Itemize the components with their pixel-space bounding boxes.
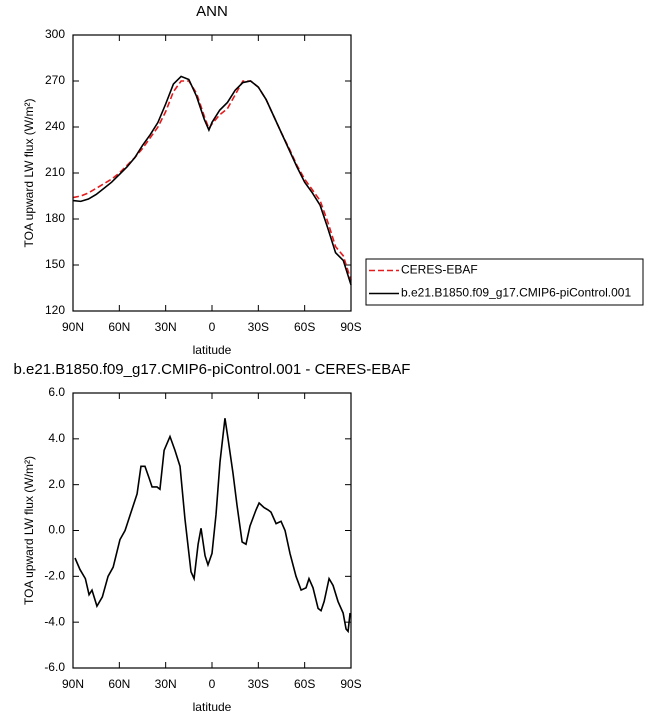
- y-tick-label: 2.0: [48, 477, 65, 491]
- x-tick-label: 30S: [248, 677, 269, 691]
- x-tick-label: 60S: [294, 677, 315, 691]
- y-tick-label: 270: [45, 73, 65, 87]
- x-tick-label: 90N: [62, 320, 84, 334]
- data-line: [74, 418, 351, 634]
- x-tick-label: 60N: [108, 677, 130, 691]
- y-tick-label: 180: [45, 211, 65, 225]
- x-tick-label: 30N: [155, 320, 177, 334]
- y-tick-label: 4.0: [48, 431, 65, 445]
- x-tick-label: 90N: [62, 677, 84, 691]
- plot-frame: [72, 34, 352, 312]
- chart-title: ANN: [196, 3, 228, 20]
- x-tick-label: 60N: [108, 320, 130, 334]
- x-tick-label: 0: [209, 320, 216, 334]
- y-tick-label: 210: [45, 165, 65, 179]
- y-axis-label: TOA upward LW flux (W/m²): [22, 456, 36, 605]
- x-tick-label: 90S: [340, 320, 361, 334]
- data-line: [72, 75, 352, 286]
- y-tick-label: -4.0: [44, 614, 65, 628]
- y-tick-label: 120: [45, 303, 65, 317]
- x-tick-label: 0: [209, 677, 216, 691]
- x-tick-label: 30N: [155, 677, 177, 691]
- y-tick-label: 0.0: [48, 523, 65, 537]
- x-axis-label: latitude: [193, 700, 232, 714]
- legend-label: CERES-EBAF: [401, 263, 478, 277]
- y-tick-label: 240: [45, 119, 65, 133]
- plot-frame: [72, 392, 352, 669]
- x-tick-label: 60S: [294, 320, 315, 334]
- y-tick-label: -6.0: [44, 660, 65, 674]
- data-line: [72, 80, 352, 281]
- y-tick-label: 6.0: [48, 385, 65, 399]
- x-axis-label: latitude: [193, 343, 232, 357]
- legend-label: b.e21.B1850.f09_g17.CMIP6-piControl.001: [401, 286, 631, 300]
- chart-title: b.e21.B1850.f09_g17.CMIP6-piControl.001 …: [14, 361, 411, 378]
- y-tick-label: -2.0: [44, 569, 65, 583]
- y-tick-label: 300: [45, 27, 65, 41]
- x-tick-label: 30S: [248, 320, 269, 334]
- y-tick-label: 150: [45, 257, 65, 271]
- y-axis-label: TOA upward LW flux (W/m²): [22, 99, 36, 248]
- legend-box: [365, 258, 644, 306]
- x-tick-label: 90S: [340, 677, 361, 691]
